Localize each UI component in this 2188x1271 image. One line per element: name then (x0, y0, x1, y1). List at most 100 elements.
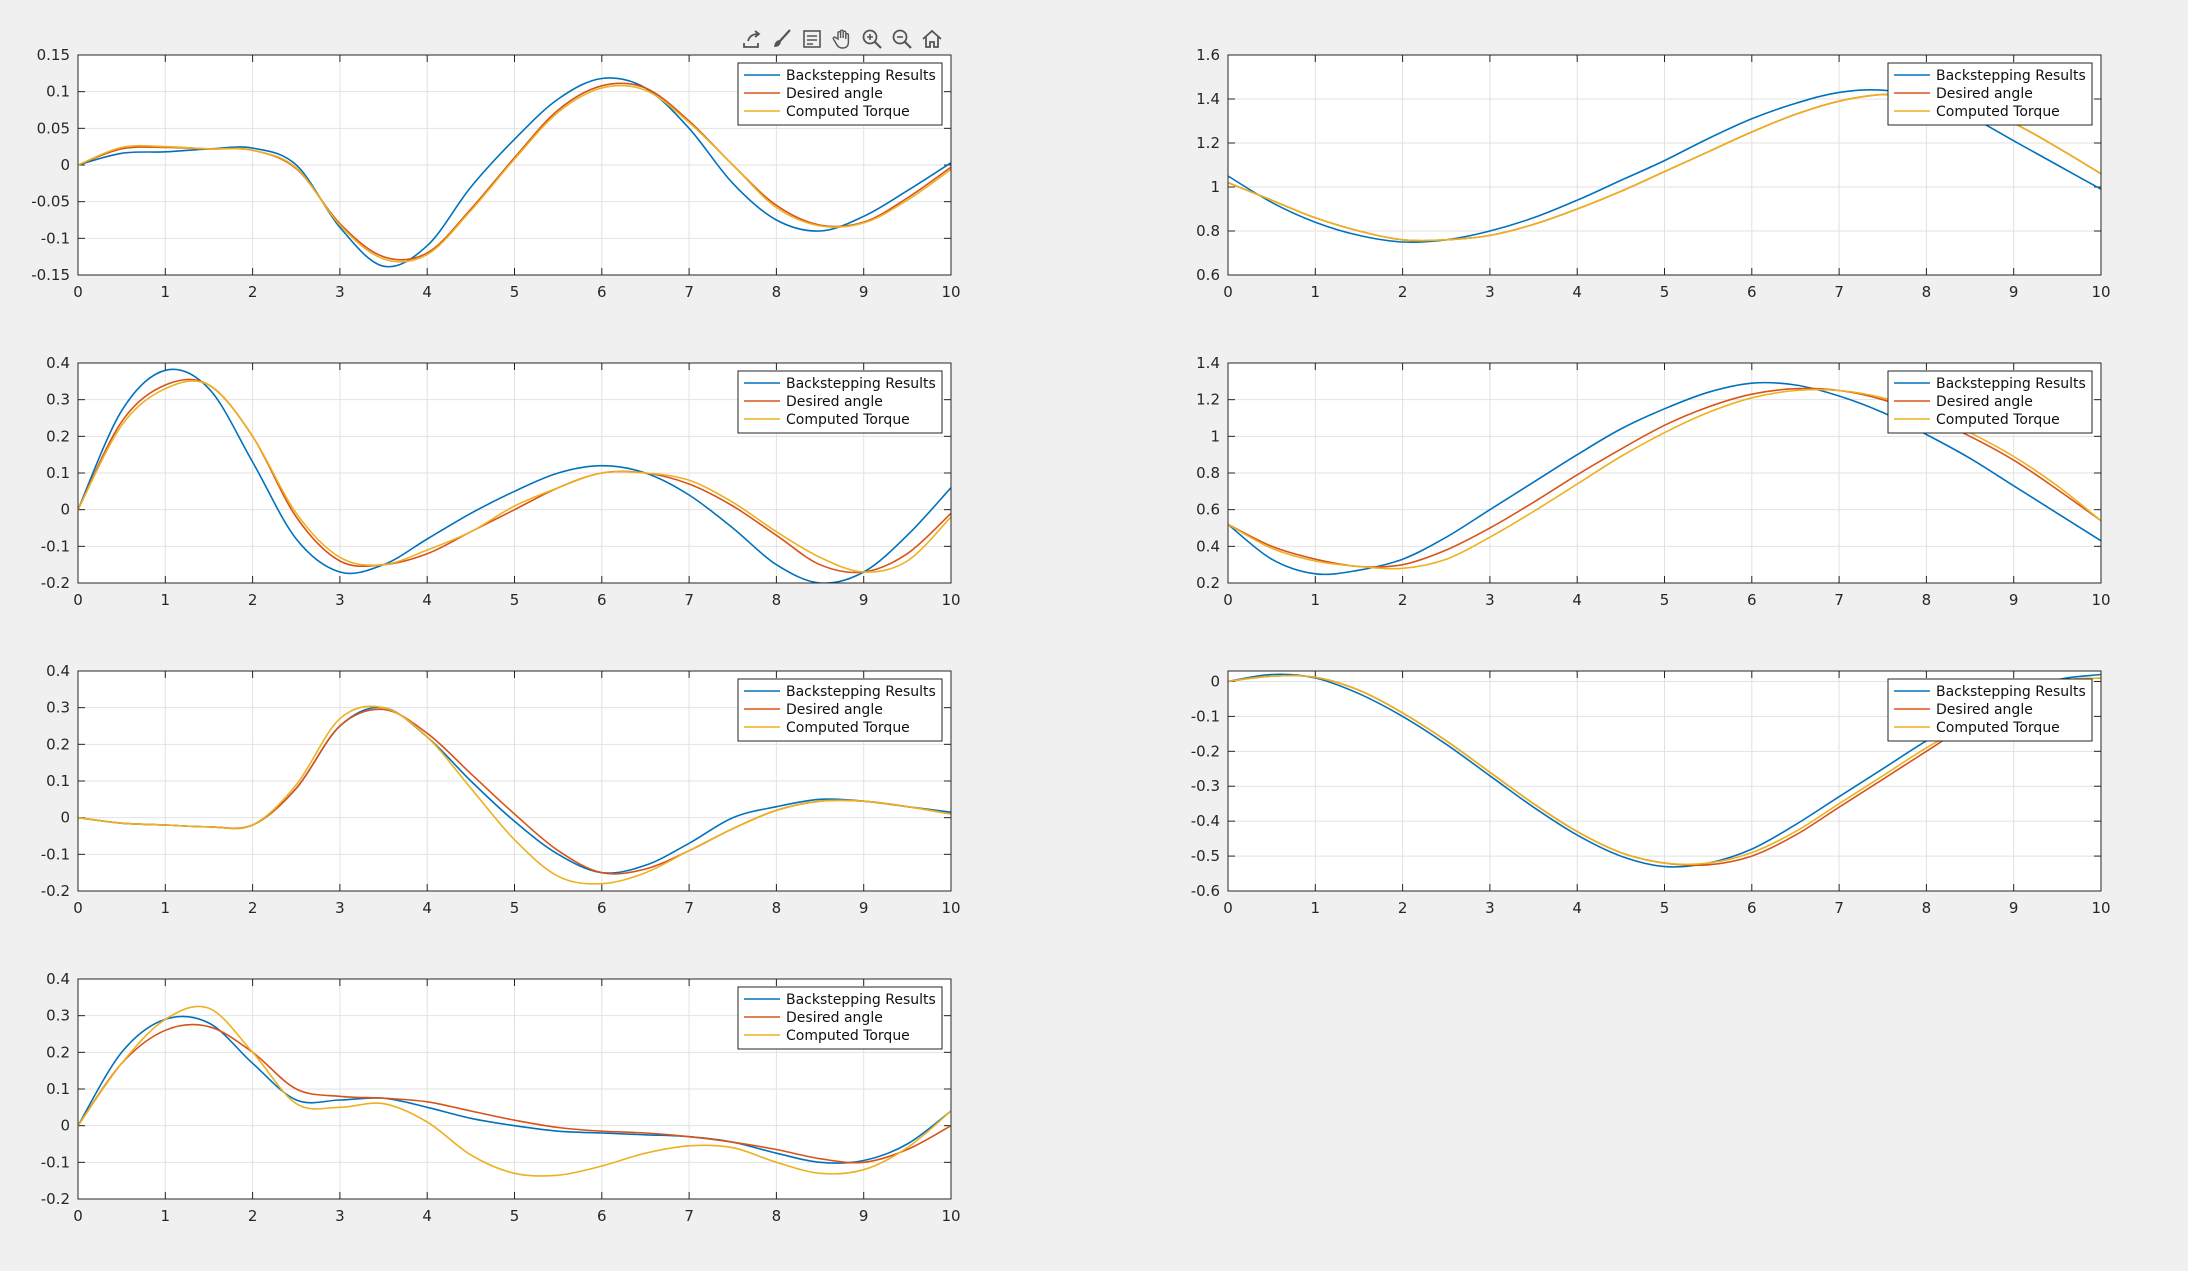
x-tick-label: 5 (1660, 899, 1670, 917)
x-tick-label: 9 (2009, 591, 2019, 609)
legend[interactable]: Backstepping Results Desired angle Compute… (1887, 62, 2093, 126)
x-tick-label: 1 (161, 283, 171, 301)
legend[interactable]: Backstepping Results Desired angle Compute… (1887, 370, 2093, 434)
y-tick-label: 0.3 (46, 699, 70, 717)
legend-label: Desired angle (786, 1010, 883, 1026)
legend-label: Backstepping Results (1936, 68, 2086, 84)
legend-box (737, 62, 943, 126)
x-tick-label: 1 (1311, 283, 1321, 301)
x-tick-label: 4 (422, 1207, 432, 1225)
zoom-in-icon (862, 29, 882, 49)
x-tick-label: 3 (1485, 283, 1495, 301)
x-tick-label: 1 (1311, 899, 1321, 917)
y-tick-label: 1.6 (1196, 46, 1220, 64)
x-tick-label: 6 (597, 283, 607, 301)
x-tick-label: 4 (422, 899, 432, 917)
zoom-in-button[interactable] (858, 24, 886, 54)
legend[interactable]: Backstepping Results Desired angle Compute… (1887, 678, 2093, 742)
y-tick-label: 0 (60, 501, 70, 519)
x-tick-label: 9 (2009, 899, 2019, 917)
x-tick-label: 8 (772, 899, 782, 917)
y-tick-label: -0.1 (41, 1153, 70, 1171)
x-tick-label: 6 (1747, 899, 1757, 917)
y-tick-label: 0.2 (46, 427, 70, 445)
legend-box (737, 986, 943, 1050)
y-tick-label: 0.05 (37, 119, 70, 137)
legend[interactable]: Backstepping Results Desired angle Compute… (737, 678, 943, 742)
export-button[interactable] (738, 24, 766, 54)
y-tick-label: 0.1 (46, 1080, 70, 1098)
y-tick-label: -0.3 (1191, 777, 1220, 795)
x-tick-label: 0 (1223, 283, 1233, 301)
y-tick-label: 0.3 (46, 391, 70, 409)
x-tick-label: 3 (335, 283, 345, 301)
brush-button[interactable] (768, 24, 796, 54)
x-tick-label: 4 (1572, 591, 1582, 609)
chart-2: 0 1 2 3 4 5 6 7 8 9 10 0.6 0.8 1 1.2 1.4 1.6 Backstepping… (1196, 46, 2110, 301)
legend-label: Backstepping Results (1936, 376, 2086, 392)
x-tick-label: 7 (1834, 899, 1844, 917)
x-tick-label: 10 (941, 283, 960, 301)
series-line-backstepping-results (78, 1015, 951, 1164)
pan-icon (832, 29, 850, 49)
legend[interactable]: Backstepping Results Desired angle Compute… (737, 986, 943, 1050)
y-tick-label: 0.2 (46, 735, 70, 753)
x-tick-label: 5 (510, 1207, 520, 1225)
x-tick-label: 1 (161, 1207, 171, 1225)
legend-label: Backstepping Results (786, 68, 936, 84)
y-tick-label: -0.1 (41, 229, 70, 247)
axes-box (1227, 670, 2102, 892)
ticks: 0 1 2 3 4 5 6 7 8 9 10 -0.2 -0.1 0 0.1 0.2 0.3 0.4 (41, 662, 961, 917)
x-tick-label: 0 (1223, 591, 1233, 609)
axes-box (77, 670, 952, 892)
legend-label: Desired angle (1936, 702, 2033, 718)
legend-label: Computed Torque (1936, 412, 2060, 428)
x-tick-label: 10 (941, 899, 960, 917)
y-tick-label: -0.2 (1191, 742, 1220, 760)
zoom-out-button[interactable] (888, 24, 916, 54)
y-tick-label: 0 (60, 156, 70, 174)
series-line-computed-torque (78, 705, 951, 885)
axes-box (77, 54, 952, 276)
axes-box (77, 978, 952, 1200)
x-tick-label: 5 (1660, 283, 1670, 301)
series-line-computed-torque (78, 1005, 951, 1177)
y-tick-label: 1 (1210, 427, 1220, 445)
x-tick-label: 10 (941, 1207, 960, 1225)
legend[interactable]: Backstepping Results Desired angle Compute… (737, 62, 943, 126)
y-tick-label: 0.4 (46, 970, 70, 988)
y-tick-label: -0.05 (31, 193, 70, 211)
x-tick-label: 3 (1485, 591, 1495, 609)
x-tick-label: 3 (335, 591, 345, 609)
y-tick-label: 1 (1210, 178, 1220, 196)
x-tick-label: 5 (510, 283, 520, 301)
x-tick-label: 9 (2009, 283, 2019, 301)
x-tick-label: 0 (73, 591, 83, 609)
x-tick-label: 2 (1398, 899, 1408, 917)
x-tick-label: 10 (2091, 899, 2110, 917)
x-tick-label: 1 (1311, 591, 1321, 609)
y-tick-label: 0.8 (1196, 222, 1220, 240)
legend-label: Computed Torque (786, 1028, 910, 1044)
series-line-computed-torque (78, 380, 951, 573)
y-tick-label: 0.4 (1196, 537, 1220, 555)
y-tick-label: 0.2 (1196, 574, 1220, 592)
pan-button[interactable] (828, 24, 856, 54)
chart-6: 0 1 2 3 4 5 6 7 8 9 10 -0.6 -0.5 -0.4 -0.3 -0.2 -0.1 0 Bac… (1191, 670, 2111, 917)
legend-box (1887, 370, 2093, 434)
y-tick-label: 0 (1210, 672, 1220, 690)
x-tick-label: 5 (510, 591, 520, 609)
home-button[interactable] (918, 24, 946, 54)
x-tick-label: 6 (597, 1207, 607, 1225)
y-tick-label: -0.1 (41, 845, 70, 863)
y-tick-label: 0.1 (46, 83, 70, 101)
x-tick-label: 4 (1572, 283, 1582, 301)
chart-4: 0 1 2 3 4 5 6 7 8 9 10 0.2 0.4 0.6 0.8 1 1.2 1.4 Backstepp… (1196, 354, 2110, 609)
axes-toolbar (738, 22, 946, 56)
y-tick-label: 1.4 (1196, 90, 1220, 108)
legend-label: Computed Torque (786, 412, 910, 428)
datatip-button[interactable] (798, 24, 826, 54)
x-tick-label: 2 (248, 1207, 258, 1225)
legend[interactable]: Backstepping Results Desired angle Compute… (737, 370, 943, 434)
x-tick-label: 2 (1398, 283, 1408, 301)
